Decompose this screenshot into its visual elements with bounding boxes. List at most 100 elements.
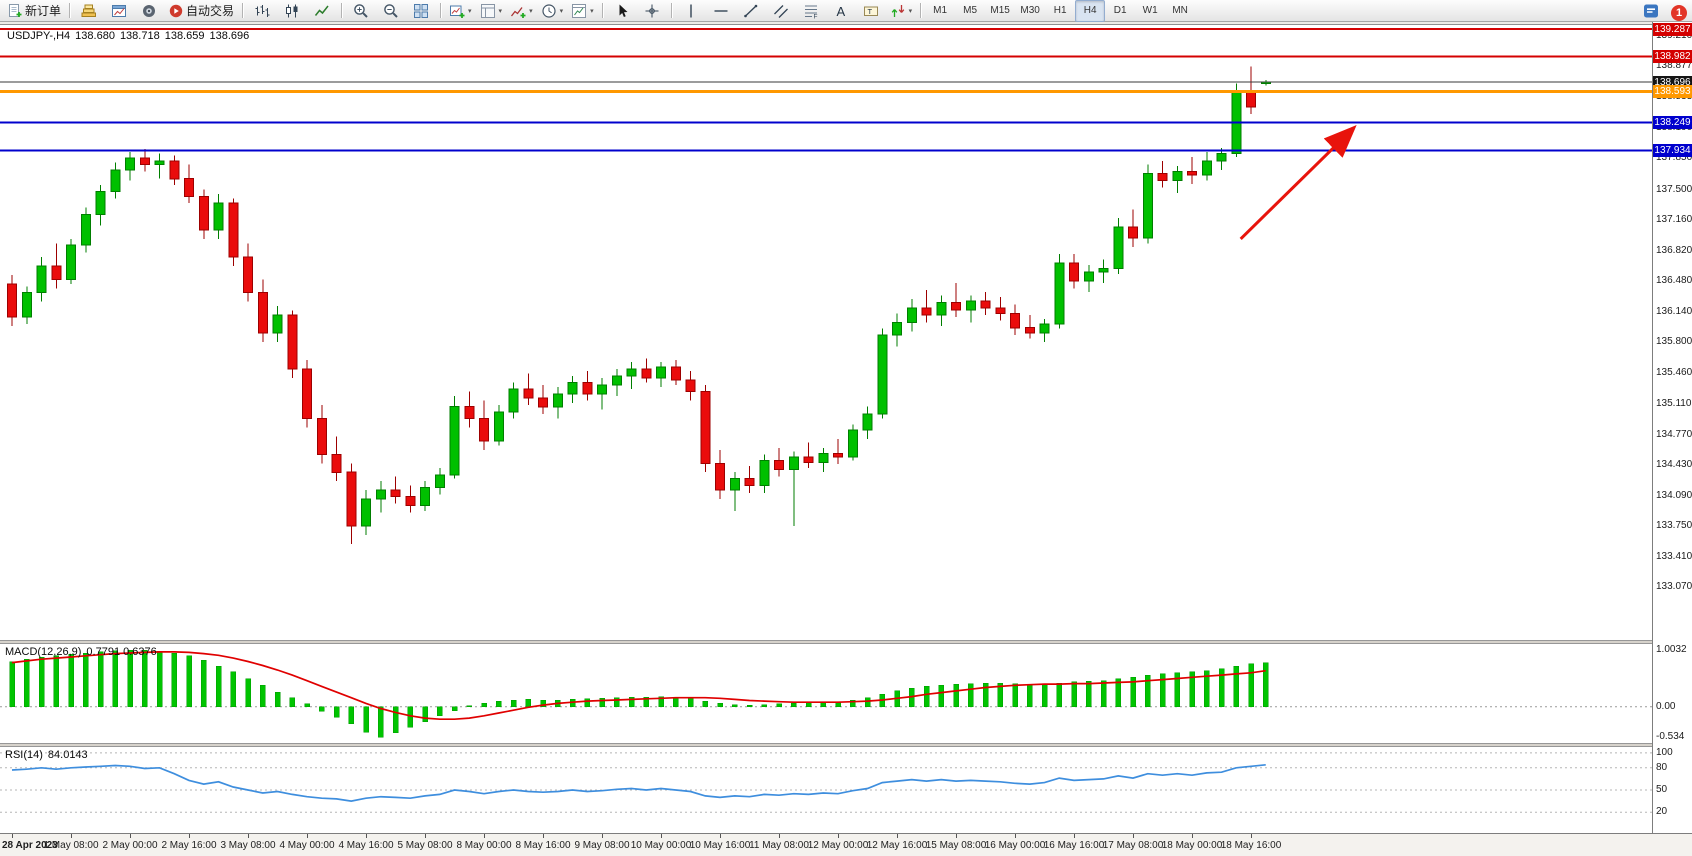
macd-canvas[interactable] (0, 644, 1652, 743)
chevron-down-icon: ▾ (529, 7, 533, 15)
new-chart-icon (449, 3, 465, 19)
macd-pane[interactable]: MACD(12,26,9) 0.7791 0.6376 (0, 644, 1652, 743)
tf-m15-label: M15 (990, 5, 1010, 16)
tf-m30-button[interactable]: M30 (1015, 0, 1045, 22)
macd-scale-label: 0.00 (1656, 701, 1676, 712)
crosshair-tool-button[interactable] (637, 0, 667, 22)
vertical-line-tool-button[interactable] (676, 0, 706, 22)
hline-price-tag[interactable]: 138.982 (1653, 50, 1692, 63)
arrows-tool-button[interactable]: ▾ (886, 0, 917, 22)
auto-trading-label: 自动交易 (186, 4, 235, 18)
sound-icon (141, 3, 157, 19)
cursor-tool-button[interactable] (607, 0, 637, 22)
ohlc-low: 138.659 (164, 30, 205, 42)
tf-m15-button[interactable]: M15 (985, 0, 1015, 22)
auto-trading-button[interactable]: 自动交易 (164, 0, 238, 22)
periods-icon (541, 3, 557, 19)
sound-alert-button[interactable] (134, 0, 164, 22)
time-axis-label: 2 May 00:00 (102, 840, 158, 851)
bar-chart-mode-button[interactable] (247, 0, 277, 22)
candlestick-chart-icon (284, 3, 300, 19)
chevron-down-icon: ▾ (908, 7, 913, 15)
pane-splitter[interactable] (0, 640, 1692, 644)
pane-splitter[interactable] (0, 743, 1692, 747)
zoom-in-button[interactable] (346, 0, 376, 22)
svg-text:A: A (836, 4, 845, 19)
rsi-scale-label: 50 (1656, 784, 1668, 795)
ohlc-close: 138.696 (209, 30, 250, 42)
macd-scale-label: 1.0032 (1656, 644, 1687, 655)
time-tick (1074, 834, 1075, 838)
arrows-icon (890, 3, 906, 19)
time-axis-label: 3 May 08:00 (220, 840, 276, 851)
tf-h1-button[interactable]: H1 (1045, 0, 1075, 22)
candlestick-mode-button[interactable] (277, 0, 307, 22)
templates-button[interactable]: ▾ (567, 0, 598, 22)
rsi-canvas[interactable] (0, 747, 1652, 833)
trendline-icon (743, 3, 759, 19)
time-tick (189, 834, 190, 838)
text-tool-button[interactable]: A (826, 0, 856, 22)
fibonacci-icon: F (803, 3, 819, 19)
tf-d1-label: D1 (1113, 5, 1127, 16)
horizontal-line-tool-button[interactable] (706, 0, 736, 22)
profiles-button[interactable]: ▾ (476, 0, 507, 22)
equidistant-channel-tool-button[interactable] (766, 0, 796, 22)
new-order-label: 新订单 (25, 4, 62, 18)
templates-icon (571, 3, 587, 19)
chart-window-icon (111, 3, 127, 19)
chevron-down-icon: ▾ (498, 7, 503, 15)
tf-w1-button[interactable]: W1 (1135, 0, 1165, 22)
zoom-out-icon (383, 3, 399, 19)
hline-price-tag[interactable]: 138.593 (1653, 85, 1692, 98)
toolbar-right: 1 (1636, 2, 1687, 24)
tf-mn-button[interactable]: MN (1165, 0, 1195, 22)
rsi-scale-label: 100 (1656, 747, 1673, 758)
time-tick (1015, 834, 1016, 838)
rsi-scale-label: 80 (1656, 762, 1668, 773)
zoom-out-button[interactable] (376, 0, 406, 22)
tf-m1-button[interactable]: M1 (925, 0, 955, 22)
time-tick (897, 834, 898, 838)
time-axis-label: 4 May 16:00 (338, 840, 394, 851)
rsi-scale-label: 20 (1656, 806, 1668, 817)
chart-window-button[interactable] (104, 0, 134, 22)
time-tick (1133, 834, 1134, 838)
price-chart-canvas[interactable] (0, 25, 1652, 640)
notification-badge[interactable]: 1 (1671, 5, 1687, 21)
community-button[interactable] (1636, 2, 1666, 24)
macd-scale-label: -0.534 (1656, 731, 1685, 742)
price-chart-pane[interactable]: USDJPY-,H4 138.680 138.718 138.659 138.6… (0, 25, 1652, 640)
svg-text:F: F (813, 13, 817, 19)
hline-price-tag[interactable]: 137.934 (1653, 144, 1692, 157)
chart-symbol-period: USDJPY-,H4 (7, 30, 71, 42)
new-chart-button[interactable]: ▾ (445, 0, 476, 22)
time-tick (425, 834, 426, 838)
periods-button[interactable]: ▾ (537, 0, 568, 22)
chart-ohlc-header: USDJPY-,H4 138.680 138.718 138.659 138.6… (7, 30, 249, 42)
hline-price-tag[interactable]: 138.249 (1653, 116, 1692, 129)
tile-windows-button[interactable] (406, 0, 436, 22)
text-label-tool-button[interactable]: T (856, 0, 886, 22)
trendline-tool-button[interactable] (736, 0, 766, 22)
time-axis[interactable]: 28 Apr 2023 1 May 08:00 2 May 00:00 2 May 1… (0, 833, 1692, 856)
time-axis-label: 11 May 08:00 (749, 840, 809, 851)
fibonacci-tool-button[interactable]: F (796, 0, 826, 22)
time-axis-label: 5 May 08:00 (397, 840, 453, 851)
hline-price-tag[interactable]: 139.287 (1653, 23, 1692, 36)
time-tick (602, 834, 603, 838)
tile-windows-icon (413, 3, 429, 19)
rsi-pane[interactable]: RSI(14) 84.0143 (0, 747, 1652, 833)
price-scale[interactable]: 139.210138.877138.533138.190137.850137.5… (1652, 22, 1692, 833)
tf-m5-button[interactable]: M5 (955, 0, 985, 22)
tf-d1-button[interactable]: D1 (1105, 0, 1135, 22)
tf-m1-label: M1 (933, 5, 948, 16)
toolbar-separator (670, 3, 672, 18)
line-chart-mode-button[interactable] (307, 0, 337, 22)
market-watch-button[interactable] (74, 0, 104, 22)
new-order-button[interactable]: 新订单 (3, 0, 65, 22)
tf-h4-button[interactable]: H4 (1075, 0, 1106, 22)
indicators-list-button[interactable]: ▾ (506, 0, 537, 22)
svg-text:T: T (867, 6, 872, 15)
